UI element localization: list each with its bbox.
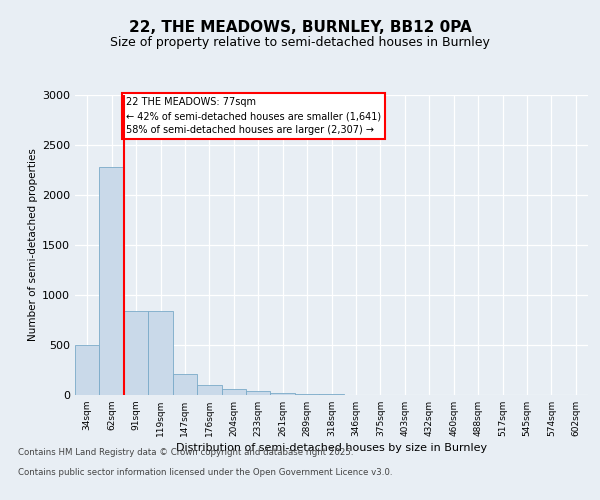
Text: 22, THE MEADOWS, BURNLEY, BB12 0PA: 22, THE MEADOWS, BURNLEY, BB12 0PA [128,20,472,35]
Text: 22 THE MEADOWS: 77sqm
← 42% of semi-detached houses are smaller (1,641)
58% of s: 22 THE MEADOWS: 77sqm ← 42% of semi-deta… [127,97,382,135]
Bar [124,311,148,395]
Bar [173,374,197,395]
Text: Contains HM Land Registry data © Crown copyright and database right 2025.: Contains HM Land Registry data © Crown c… [18,448,353,457]
Bar [197,385,221,395]
Bar [271,392,295,395]
Bar [344,394,368,395]
Bar [148,311,173,395]
Bar [246,391,271,395]
Bar [221,388,246,395]
Text: Size of property relative to semi-detached houses in Burnley: Size of property relative to semi-detach… [110,36,490,49]
Bar [100,167,124,395]
X-axis label: Distribution of semi-detached houses by size in Burnley: Distribution of semi-detached houses by … [176,443,487,453]
Bar [75,345,100,395]
Text: Contains public sector information licensed under the Open Government Licence v3: Contains public sector information licen… [18,468,392,477]
Bar [295,394,319,395]
Y-axis label: Number of semi-detached properties: Number of semi-detached properties [28,148,38,342]
Bar [319,394,344,395]
